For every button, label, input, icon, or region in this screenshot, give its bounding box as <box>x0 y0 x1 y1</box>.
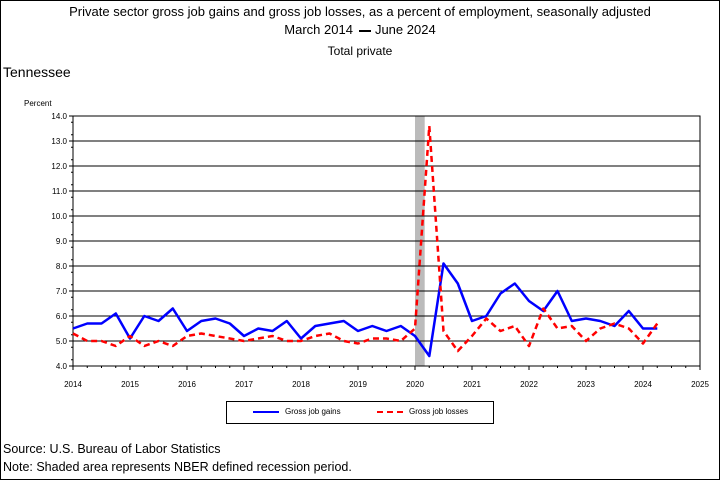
x-tick-label: 2018 <box>292 380 310 389</box>
source-note: Source: U.S. Bureau of Labor Statistics <box>3 442 221 456</box>
x-tick-label: 2019 <box>349 380 367 389</box>
x-tick-label: 2024 <box>634 380 652 389</box>
y-tick-label: 6.0 <box>56 312 68 321</box>
chart-legend: Gross job gains Gross job losses <box>226 401 494 424</box>
range-start: March 2014 <box>284 22 353 37</box>
y-tick-label: 9.0 <box>56 237 68 246</box>
legend-label-gains: Gross job gains <box>285 407 341 416</box>
y-tick-label: 11.0 <box>52 187 68 196</box>
legend-label-losses: Gross job losses <box>409 407 469 416</box>
x-tick-label: 2021 <box>463 380 481 389</box>
x-tick-label: 2015 <box>121 380 139 389</box>
series-line-gains <box>72 262 658 358</box>
region-label: Tennessee <box>3 64 71 80</box>
legend-swatch-losses <box>377 410 403 413</box>
y-tick-label: 8.0 <box>56 262 68 271</box>
series-line-losses <box>72 124 659 353</box>
y-tick-label: 10.0 <box>51 212 67 221</box>
y-tick-label: 14.0 <box>51 112 67 121</box>
y-tick-label: 13.0 <box>51 137 67 146</box>
recession-note: Note: Shaded area represents NBER define… <box>3 460 352 474</box>
x-tick-label: 2025 <box>691 380 709 389</box>
chart-title: Private sector gross job gains and gross… <box>69 4 651 19</box>
x-tick-label: 2016 <box>178 380 196 389</box>
x-tick-label: 2023 <box>577 380 595 389</box>
y-tick-label: 4.0 <box>56 362 68 371</box>
chart-subtitle: Total private <box>327 44 393 58</box>
legend-swatch-gains <box>253 410 279 413</box>
legend-item-gains: Gross job gains <box>253 407 341 416</box>
chart-date-range: March 2014 June 2024 <box>0 22 720 38</box>
range-dash-icon <box>358 29 371 32</box>
y-tick-label: 7.0 <box>56 287 68 296</box>
legend-item-losses: Gross job losses <box>377 407 468 416</box>
x-tick-label: 2014 <box>64 380 82 389</box>
y-tick-label: 12.0 <box>51 162 67 171</box>
y-tick-label: 5.0 <box>56 337 68 346</box>
x-tick-label: 2022 <box>520 380 538 389</box>
plot-area-border <box>72 115 701 367</box>
range-end: June 2024 <box>374 22 436 37</box>
x-tick-label: 2017 <box>235 380 253 389</box>
x-tick-label: 2020 <box>406 380 424 389</box>
y-axis-label: Percent <box>24 99 52 108</box>
